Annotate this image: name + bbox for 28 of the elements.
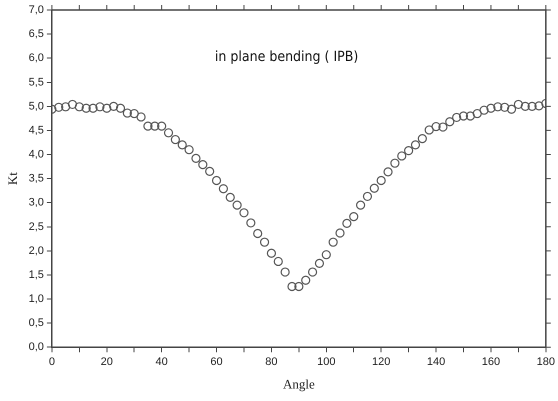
y-tick-label: 7,0 bbox=[28, 4, 44, 16]
y-tick-label: 4,0 bbox=[28, 148, 44, 161]
y-tick-label: 1,0 bbox=[28, 293, 44, 306]
y-tick-label: 6,5 bbox=[28, 28, 44, 40]
y-tick-label: 2,0 bbox=[28, 244, 44, 257]
x-tick-label: 120 bbox=[372, 356, 390, 368]
y-tick-label: 2,5 bbox=[28, 220, 44, 233]
x-tick-label: 140 bbox=[426, 356, 446, 368]
annotation: in plane bending ( IPB) bbox=[214, 48, 358, 65]
x-tick-label: 20 bbox=[100, 356, 113, 368]
x-tick-label: 180 bbox=[536, 356, 556, 368]
x-tick-label: 60 bbox=[210, 356, 223, 368]
x-tick-label: 0 bbox=[48, 356, 55, 368]
y-tick-label: 4,5 bbox=[28, 124, 44, 136]
x-tick-label: 80 bbox=[265, 356, 278, 368]
x-tick-label: 100 bbox=[317, 356, 336, 368]
y-tick-label: 0,5 bbox=[28, 317, 44, 330]
y-tick-label: 3,0 bbox=[28, 196, 44, 209]
y-axis-title: Kt bbox=[5, 172, 20, 186]
y-tick-label: 5,0 bbox=[28, 100, 44, 112]
y-tick-label: 6,0 bbox=[28, 52, 44, 64]
y-tick-label: 0,0 bbox=[28, 341, 44, 354]
y-tick-label: 3,5 bbox=[28, 172, 44, 185]
x-tick-label: 160 bbox=[482, 356, 500, 368]
y-tick-label: 5,5 bbox=[28, 76, 44, 88]
x-axis-title: Angle bbox=[282, 376, 315, 392]
x-tick-label: 40 bbox=[156, 356, 168, 368]
y-tick-label: 1,5 bbox=[28, 268, 44, 281]
